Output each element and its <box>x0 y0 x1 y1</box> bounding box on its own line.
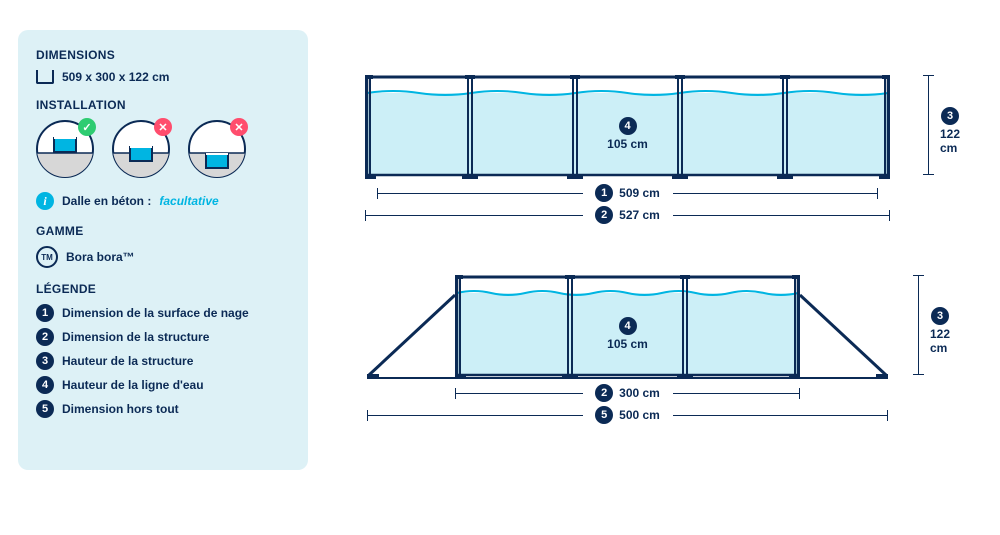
info-value: facultative <box>159 194 218 208</box>
installation-title: INSTALLATION <box>36 98 290 112</box>
measure-structure-width: 2300 cm <box>583 384 673 402</box>
install-option-buried: ✕ <box>188 120 246 178</box>
legend-label: Hauteur de la ligne d'eau <box>62 378 204 392</box>
install-option-above-ground: ✓ <box>36 120 94 178</box>
legend-list: 1 Dimension de la surface de nage 2 Dimen… <box>36 304 290 418</box>
info-row: i Dalle en béton : facultative <box>36 192 290 210</box>
dimensions-row: 509 x 300 x 122 cm <box>36 70 290 84</box>
dimensions-title: DIMENSIONS <box>36 48 290 62</box>
cross-icon: ✕ <box>230 118 248 136</box>
measure-structure-length: 2527 cm <box>583 206 673 224</box>
legend-item: 2 Dimension de la structure <box>36 328 290 346</box>
installation-options: ✓ ✕ ✕ <box>36 120 290 178</box>
dimensions-icon <box>36 70 54 84</box>
info-panel: DIMENSIONS 509 x 300 x 122 cm INSTALLATI… <box>18 30 308 470</box>
gamme-title: GAMME <box>36 224 290 238</box>
legend-number: 5 <box>36 400 54 418</box>
pool-diagram-width: 4105 cm 2300 cm 5500 cm 3122 cm <box>455 275 800 535</box>
legend-label: Dimension de la surface de nage <box>62 306 249 320</box>
legend-label: Dimension hors tout <box>62 402 179 416</box>
measure-structure-height: 3122 cm <box>940 107 960 155</box>
measure-water-height: 4105 cm <box>365 117 890 151</box>
measure-swim-length: 1509 cm <box>583 184 673 202</box>
bracket <box>928 75 929 175</box>
install-option-semi-buried: ✕ <box>112 120 170 178</box>
measure-overall-width: 5500 cm <box>583 406 673 424</box>
dimensions-value: 509 x 300 x 122 cm <box>62 70 169 84</box>
legend-number: 2 <box>36 328 54 346</box>
supports-svg <box>367 275 888 381</box>
legend-title: LÉGENDE <box>36 282 290 296</box>
measure-structure-height: 3122 cm <box>930 307 950 355</box>
legend-item: 1 Dimension de la surface de nage <box>36 304 290 322</box>
info-icon: i <box>36 192 54 210</box>
legend-item: 5 Dimension hors tout <box>36 400 290 418</box>
bracket <box>918 275 919 375</box>
gamme-row: TM Bora bora™ <box>36 246 290 268</box>
trademark-icon: TM <box>36 246 58 268</box>
legend-number: 3 <box>36 352 54 370</box>
legend-number: 4 <box>36 376 54 394</box>
check-icon: ✓ <box>78 118 96 136</box>
legend-item: 3 Hauteur de la structure <box>36 352 290 370</box>
info-label: Dalle en béton : <box>62 194 151 208</box>
legend-label: Dimension de la structure <box>62 330 209 344</box>
legend-label: Hauteur de la structure <box>62 354 193 368</box>
cross-icon: ✕ <box>154 118 172 136</box>
gamme-value: Bora bora™ <box>66 250 135 264</box>
legend-item: 4 Hauteur de la ligne d'eau <box>36 376 290 394</box>
legend-number: 1 <box>36 304 54 322</box>
